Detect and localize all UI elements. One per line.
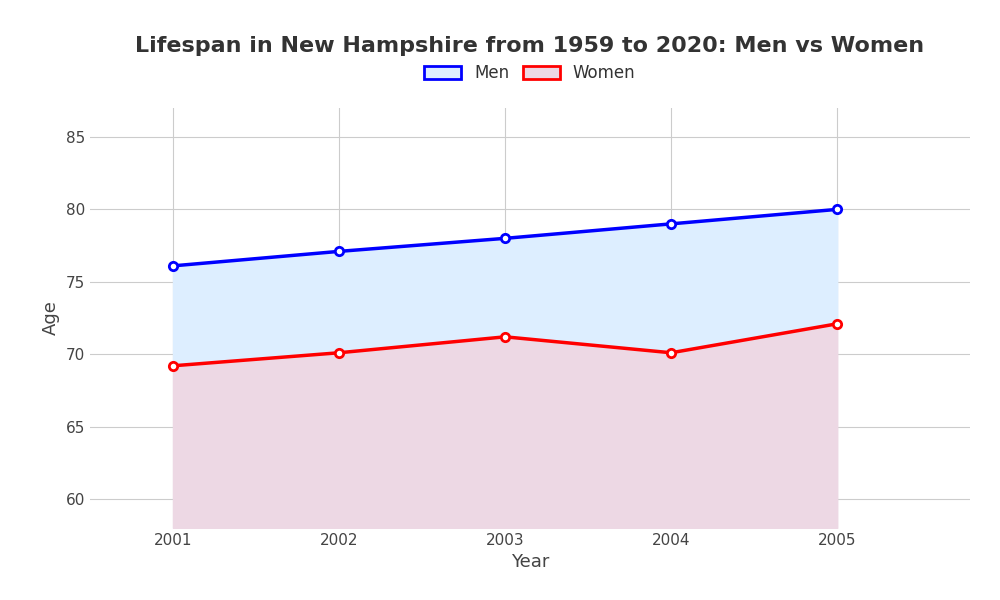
Legend: Men, Women: Men, Women [418,58,642,89]
Y-axis label: Age: Age [42,301,60,335]
X-axis label: Year: Year [511,553,549,571]
Title: Lifespan in New Hampshire from 1959 to 2020: Men vs Women: Lifespan in New Hampshire from 1959 to 2… [135,37,925,56]
